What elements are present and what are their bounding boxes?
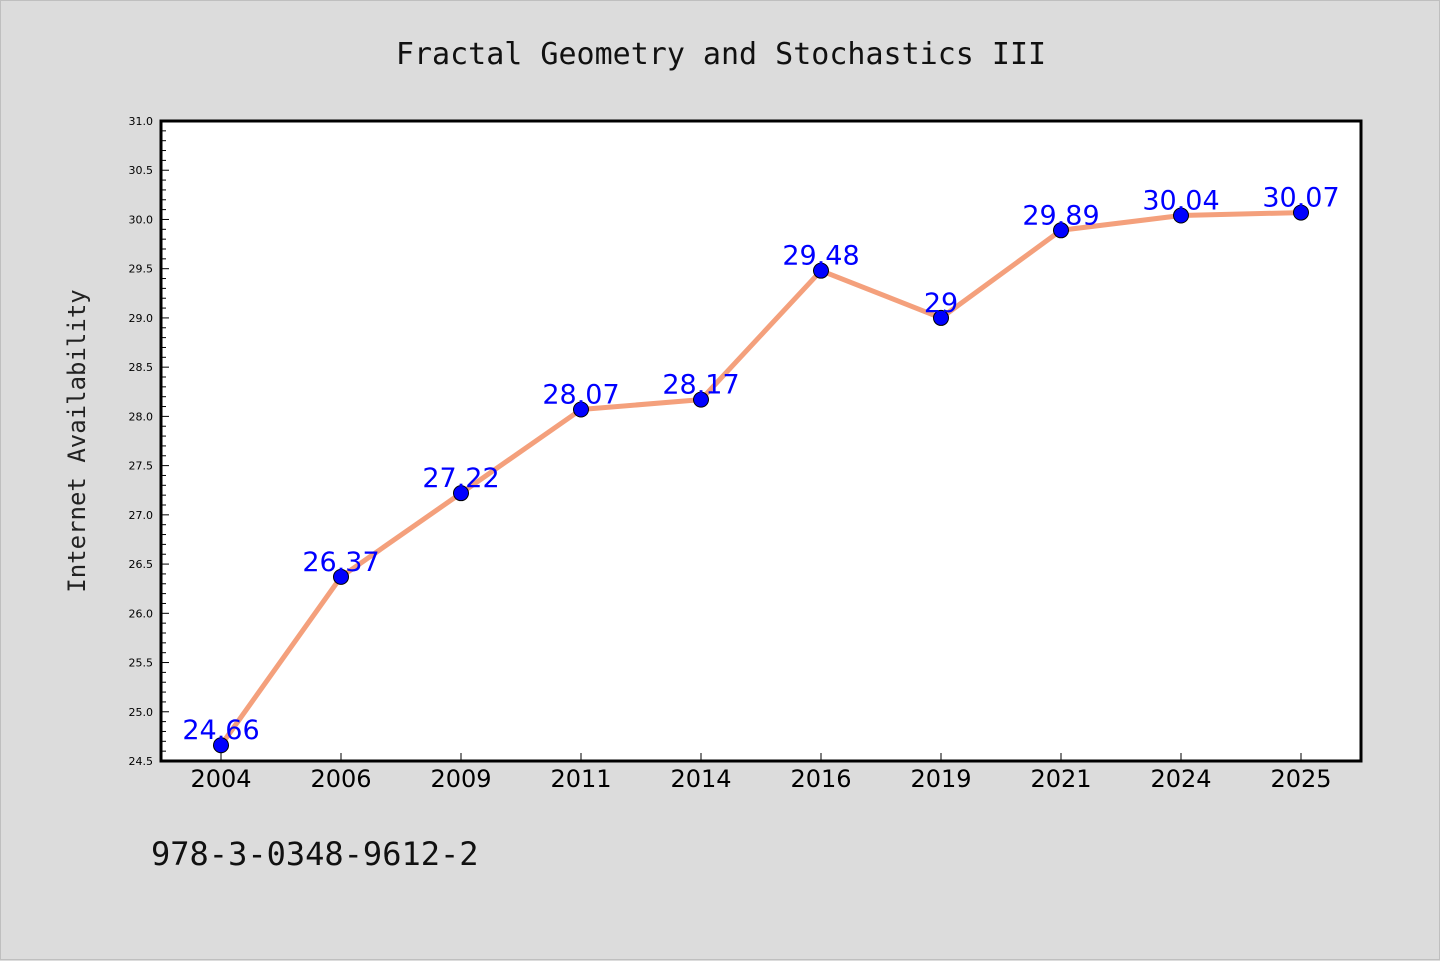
data-point	[693, 391, 709, 408]
data-point	[813, 262, 829, 279]
y-tick-label: 31.0	[129, 115, 154, 128]
y-tick-label: 27.5	[129, 460, 154, 473]
x-tick-label: 2019	[910, 765, 971, 793]
data-label: 28.17	[662, 370, 739, 401]
data-point	[333, 568, 349, 585]
series-line	[218, 210, 1302, 747]
y-tick-label: 29.0	[129, 312, 154, 325]
x-tick-label: 2009	[430, 765, 491, 793]
y-axis-ticks: 24.5 25.0 25.5 26.0 26.5 27.0 27.5 28.0 28.5 29.0…	[129, 115, 169, 768]
data-label: 27.22	[422, 463, 499, 494]
data-point	[1173, 207, 1189, 224]
data-labels: 24.66 26.37 27.22 28.07 28.17 29.48 29 29.89 30.…	[182, 183, 1339, 747]
data-point	[1053, 222, 1069, 239]
x-tick-label: 2024	[1150, 765, 1211, 793]
x-tick-label: 2004	[190, 765, 251, 793]
y-axis-label: Internet Availability	[63, 289, 91, 592]
data-label: 24.66	[182, 715, 259, 746]
y-tick-label: 28.0	[129, 410, 154, 423]
y-tick-label: 27.0	[129, 509, 154, 522]
data-label: 29	[924, 288, 958, 319]
data-label: 29.89	[1022, 200, 1099, 231]
y-tick-label: 30.0	[129, 213, 154, 226]
x-tick-label: 2014	[670, 765, 731, 793]
series-markers	[213, 204, 1309, 754]
y-tick-label: 29.5	[129, 263, 154, 276]
data-label: 29.48	[782, 241, 859, 272]
data-label: 30.07	[1262, 183, 1339, 214]
data-point	[933, 309, 949, 326]
data-label: 28.07	[542, 379, 619, 410]
y-tick-label: 28.5	[129, 361, 154, 374]
y-tick-label: 24.5	[129, 755, 154, 768]
y-tick-label: 26.5	[129, 558, 154, 571]
chart-title: Fractal Geometry and Stochastics III	[396, 37, 1046, 72]
footer-isbn: 978-3-0348-9612-2	[151, 835, 479, 873]
data-label: 26.37	[302, 547, 379, 578]
x-tick-label: 2025	[1270, 765, 1331, 793]
data-point	[573, 401, 589, 418]
data-point	[1293, 204, 1309, 221]
x-tick-label: 2021	[1030, 765, 1091, 793]
data-label: 30.04	[1142, 186, 1219, 217]
plot-area	[159, 119, 1363, 763]
x-tick-label: 2006	[310, 765, 371, 793]
y-tick-label: 25.5	[129, 657, 154, 670]
x-axis-ticks: 2004 2006 2009 2011 2014 2016 2019 2021 2024 2025	[190, 753, 1332, 793]
data-point	[213, 737, 229, 754]
x-tick-label: 2016	[790, 765, 851, 793]
y-tick-label: 26.0	[129, 607, 154, 620]
data-point	[453, 485, 469, 502]
y-tick-label: 30.5	[129, 164, 154, 177]
y-tick-label: 25.0	[129, 706, 154, 719]
x-tick-label: 2011	[550, 765, 611, 793]
